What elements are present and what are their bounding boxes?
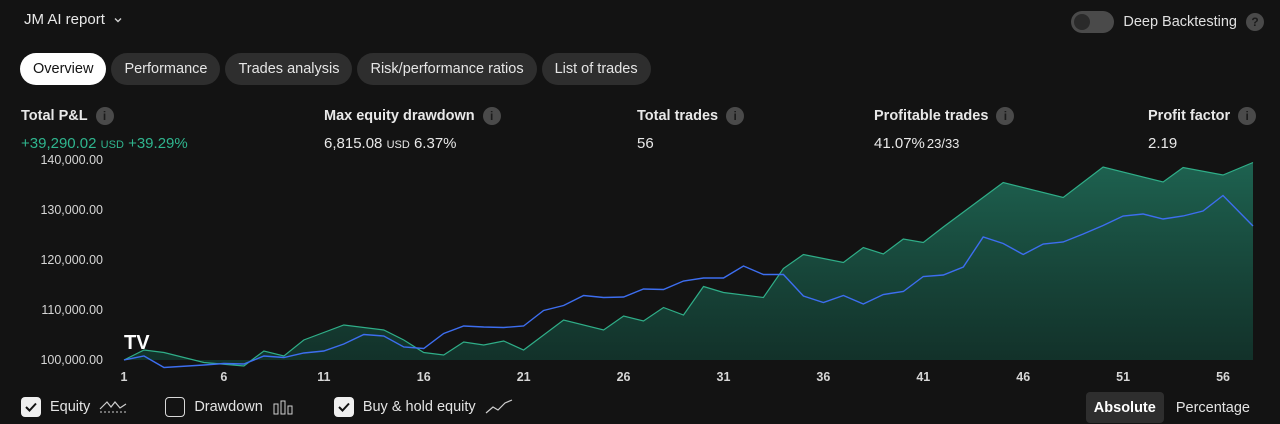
y-tick-label: 110,000.00 — [41, 303, 103, 317]
x-tick-label: 11 — [317, 370, 330, 384]
metric-unit: USD — [386, 139, 410, 151]
tab-bar: Overview Performance Trades analysis Ris… — [20, 53, 651, 85]
report-title: JM AI report — [24, 11, 105, 28]
percentage-button[interactable]: Percentage — [1175, 399, 1250, 416]
legend-label: Equity — [50, 399, 91, 415]
metric-total-pnl: Total P&L i +39,290.02 USD +39.29% — [21, 107, 188, 152]
metric-label: Max equity drawdown — [324, 108, 475, 124]
info-icon[interactable]: i — [482, 107, 501, 125]
x-tick-label: 41 — [916, 370, 930, 384]
x-tick-label: 56 — [1216, 370, 1230, 384]
info-icon[interactable]: i — [726, 107, 745, 125]
x-tick-label: 6 — [220, 370, 227, 384]
y-tick-label: 120,000.00 — [40, 253, 103, 267]
equity-glyph-icon — [99, 401, 127, 413]
equity-chart[interactable]: 140,000.00 130,000.00 120,000.00 110,000.00… — [0, 155, 1280, 390]
x-tick-label: 16 — [417, 370, 431, 384]
checkbox-equity[interactable] — [21, 397, 41, 417]
info-icon[interactable]: i — [996, 107, 1015, 125]
metric-label: Profit factor — [1148, 108, 1231, 124]
metric-percent: 6.37% — [413, 135, 457, 152]
info-icon[interactable]: i — [1238, 107, 1257, 125]
metric-value: 6,815.08 — [324, 135, 383, 152]
metric-value: 41.07% — [874, 135, 925, 152]
metric-ratio: 23/33 — [926, 136, 960, 151]
x-tick-label: 21 — [517, 370, 531, 384]
tab-risk-performance-ratios[interactable]: Risk/performance ratios — [357, 53, 537, 85]
absolute-button[interactable]: Absolute — [1085, 392, 1164, 423]
legend-label: Buy & hold equity — [362, 399, 476, 415]
metric-value: 56 — [637, 135, 654, 152]
report-selector[interactable]: JM AI report — [24, 11, 123, 28]
info-icon[interactable]: i — [95, 107, 114, 125]
chart-legend: Equity Drawdown Buy & hold equity — [21, 397, 551, 417]
x-tick-label: 26 — [617, 370, 631, 384]
metric-unit: USD — [100, 139, 124, 151]
equity-area — [124, 162, 1253, 366]
x-tick-label: 36 — [816, 370, 830, 384]
metric-label: Total trades — [637, 108, 719, 124]
metric-value: +39,290.02 — [21, 135, 97, 152]
metric-profit-factor: Profit factor i 2.19 — [1148, 107, 1257, 152]
deep-backtesting: Deep Backtesting ? — [1071, 11, 1264, 33]
tradingview-logo: TV — [124, 332, 150, 354]
checkbox-drawdown[interactable] — [165, 397, 186, 417]
check-icon — [25, 402, 37, 412]
tab-performance[interactable]: Performance — [111, 53, 221, 85]
legend-equity[interactable]: Equity — [21, 397, 127, 417]
line-chart-icon — [485, 399, 512, 414]
metric-value: 2.19 — [1148, 135, 1178, 152]
tab-overview[interactable]: Overview — [20, 53, 107, 85]
legend-label: Drawdown — [194, 399, 263, 415]
tab-list-of-trades[interactable]: List of trades — [541, 53, 651, 85]
metric-label: Total P&L — [21, 108, 88, 124]
x-tick-label: 31 — [717, 370, 731, 384]
checkbox-buy-hold[interactable] — [333, 397, 354, 417]
check-icon — [338, 402, 350, 412]
x-tick-label: 51 — [1116, 370, 1130, 384]
y-tick-label: 130,000.00 — [40, 203, 103, 217]
legend-buy-hold[interactable]: Buy & hold equity — [333, 397, 513, 417]
y-tick-label: 140,000.00 — [40, 155, 103, 167]
tab-trades-analysis[interactable]: Trades analysis — [225, 53, 353, 85]
metric-max-drawdown: Max equity drawdown i 6,815.08 USD 6.37% — [324, 107, 501, 152]
buy-hold-line — [123, 194, 1254, 369]
metric-profitable-trades: Profitable trades i 41.07% 23/33 — [874, 107, 1015, 152]
help-icon[interactable]: ? — [1246, 13, 1264, 31]
equity-line — [123, 161, 1254, 367]
chevron-down-icon — [114, 17, 122, 22]
x-tick-label: 1 — [121, 370, 128, 384]
scale-mode: Absolute Percentage — [1085, 392, 1258, 423]
metric-total-trades: Total trades i 56 — [637, 107, 745, 152]
legend-drawdown[interactable]: Drawdown — [165, 397, 296, 417]
metric-percent: +39.29% — [128, 135, 188, 152]
deep-backtesting-toggle[interactable] — [1071, 11, 1115, 33]
x-tick-label: 46 — [1016, 370, 1030, 384]
metric-label: Profitable trades — [874, 108, 989, 124]
bars-icon — [273, 400, 293, 415]
y-tick-label: 100,000.00 — [40, 353, 103, 367]
deep-backtesting-label: Deep Backtesting — [1123, 14, 1237, 30]
